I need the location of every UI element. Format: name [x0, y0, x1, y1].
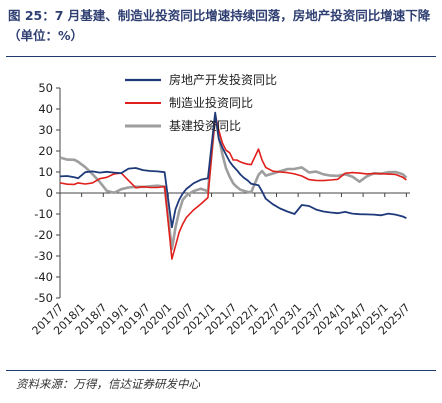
y-tick-label: 0: [46, 186, 53, 200]
y-tick-label: -20: [34, 228, 53, 242]
y-tick-label: -30: [34, 249, 53, 263]
series-line-manufacturing: [59, 113, 407, 260]
series-lines: [59, 111, 408, 260]
y-tick-label: -50: [34, 291, 53, 305]
y-tick-label: -10: [34, 207, 53, 221]
bottom-rule: [6, 370, 436, 371]
y-tick-label: 40: [38, 102, 53, 116]
series-line-real_estate: [59, 111, 407, 229]
y-tick-label: 50: [38, 81, 53, 95]
y-axis: 50 40 30 20 10 0 -10 -20 -30 -40 -50: [34, 81, 61, 305]
top-rule: [6, 56, 436, 57]
y-tick-label: 20: [38, 144, 53, 158]
legend-label-real_estate: 房地产开发投资同比: [169, 72, 277, 87]
series-line-infrastructure: [59, 114, 408, 251]
y-tick-label: -40: [34, 270, 53, 284]
chart-title: 图 25：7 月基建、制造业投资同比增速持续回落，房地产投资同比增速下降（单位：…: [8, 8, 431, 43]
legend-label-infrastructure: 基建投资同比: [169, 118, 241, 133]
legend-label-manufacturing: 制造业投资同比: [169, 95, 253, 110]
y-tick-label: 10: [38, 165, 53, 179]
source-note: 资料来源：万得，信达证券研发中心: [16, 377, 200, 391]
y-tick-label: 30: [38, 123, 53, 137]
